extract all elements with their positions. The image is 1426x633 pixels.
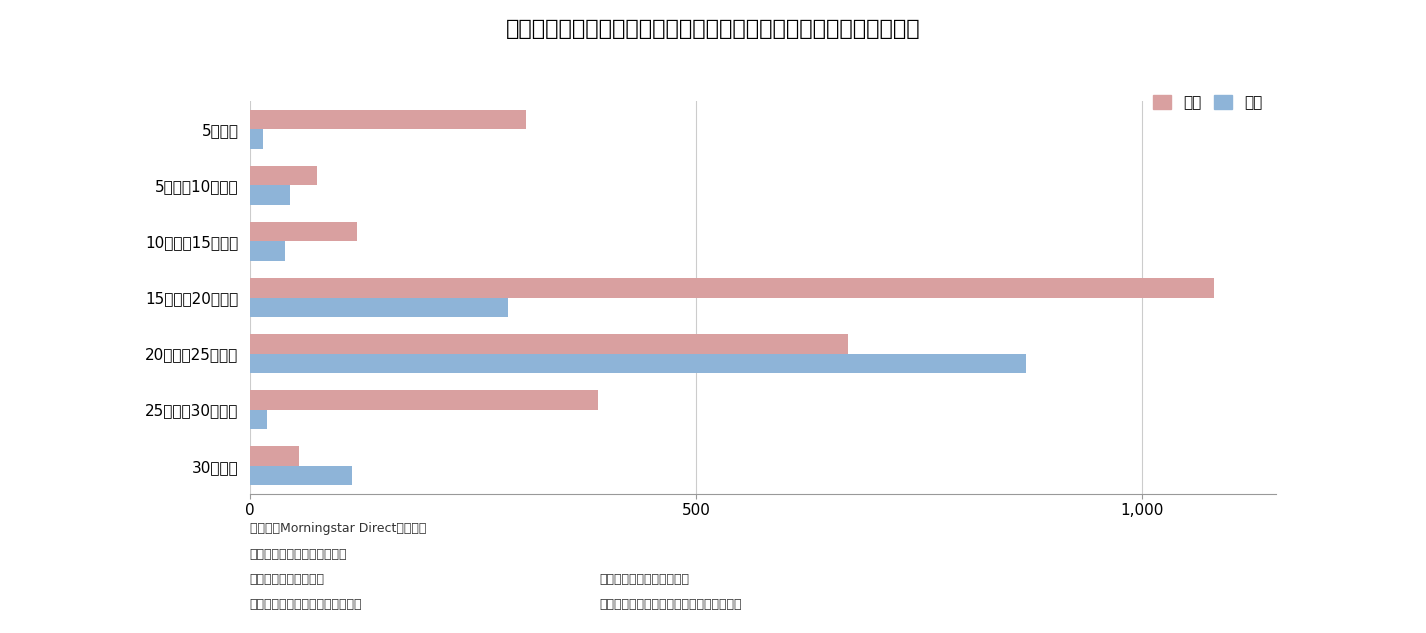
Bar bbox=[250, 129, 262, 149]
Text: 【インデックスの抽出条件】: 【インデックスの抽出条件】 bbox=[250, 548, 347, 561]
Bar bbox=[250, 185, 289, 205]
Bar bbox=[250, 278, 1214, 298]
Text: （資料）Morningstar Directより作成: （資料）Morningstar Directより作成 bbox=[250, 522, 426, 536]
Bar bbox=[250, 166, 317, 185]
Text: リターン・タイプ　：トータル・リターン: リターン・タイプ ：トータル・リターン bbox=[599, 598, 742, 611]
Bar bbox=[250, 110, 526, 129]
Bar bbox=[250, 222, 356, 241]
Bar bbox=[250, 354, 1027, 373]
Bar bbox=[250, 446, 298, 466]
Bar bbox=[250, 241, 285, 261]
Text: ベース通貨　：米ドル: ベース通貨 ：米ドル bbox=[250, 573, 325, 586]
Bar bbox=[250, 410, 268, 429]
Text: 地域　　　　：グローバル: 地域 ：グローバル bbox=[599, 573, 689, 586]
Bar bbox=[250, 390, 597, 410]
Bar bbox=[250, 466, 352, 486]
Text: 図表１：過去データの入手可能期間別グローバル・インデックスの数: 図表１：過去データの入手可能期間別グローバル・インデックスの数 bbox=[506, 19, 920, 39]
Bar bbox=[250, 334, 847, 354]
Text: 資産クラス　：株式　又は　債券: 資産クラス ：株式 又は 債券 bbox=[250, 598, 362, 611]
Legend: 株式, 債券: 株式, 債券 bbox=[1147, 89, 1269, 116]
Bar bbox=[250, 298, 509, 317]
